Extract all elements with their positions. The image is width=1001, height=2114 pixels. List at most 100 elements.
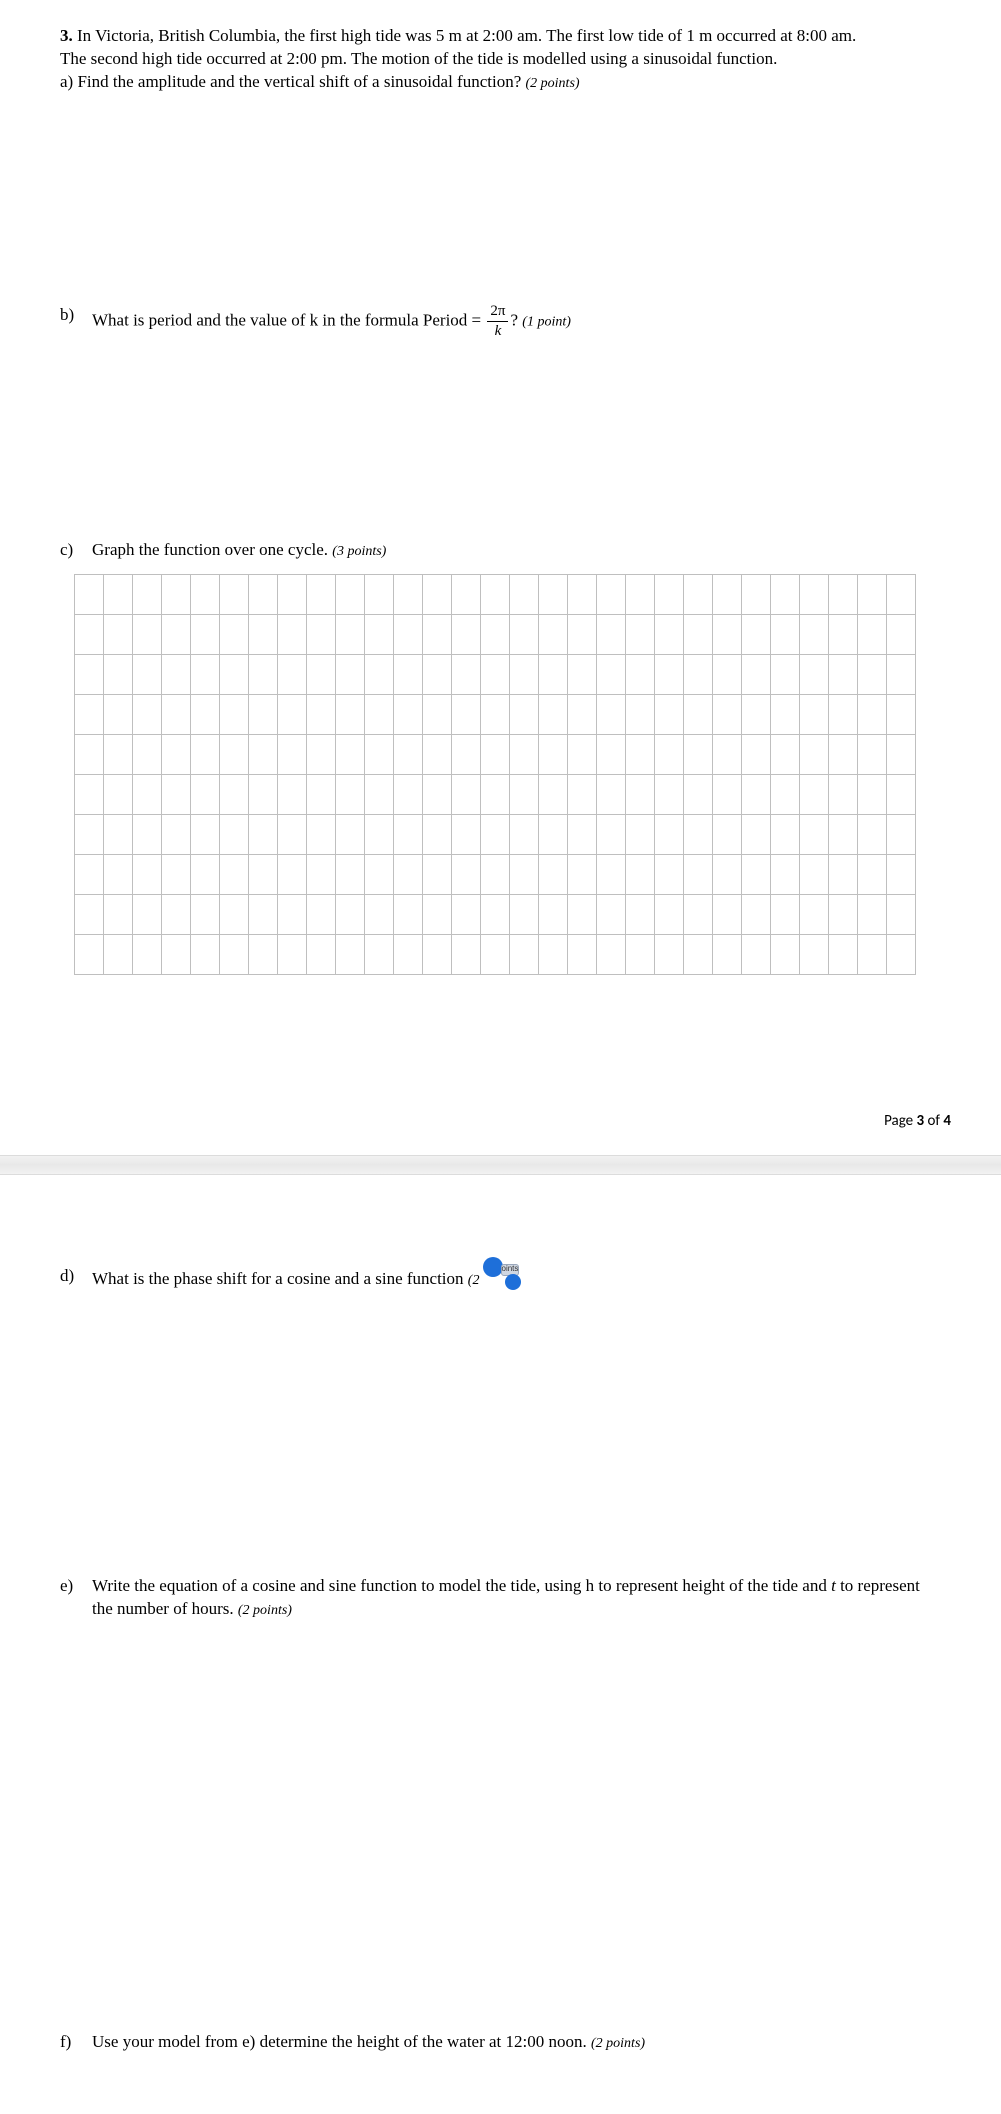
grid-cell <box>713 934 742 974</box>
grid-cell <box>220 614 249 654</box>
grid-cell <box>713 614 742 654</box>
grid-cell <box>75 694 104 734</box>
part-d-points-start: (2 <box>468 1273 483 1288</box>
grid-cell <box>829 814 858 854</box>
grid-cell <box>278 574 307 614</box>
grid-cell <box>858 774 887 814</box>
grid-cell <box>800 774 829 814</box>
grid-cell <box>510 734 539 774</box>
part-c-label: c) <box>60 539 92 562</box>
grid-cell <box>104 654 133 694</box>
grid-cell <box>394 774 423 814</box>
grid-cell <box>655 894 684 934</box>
part-e-text: Write the equation of a cosine and sine … <box>92 1576 920 1618</box>
grid-cell <box>452 734 481 774</box>
grid-cell <box>75 934 104 974</box>
grid-cell <box>423 734 452 774</box>
grid-cell <box>771 894 800 934</box>
grid-cell <box>655 694 684 734</box>
grid-cell <box>887 614 916 654</box>
grid-cell <box>539 894 568 934</box>
fraction-numerator: 2π <box>487 304 508 321</box>
grid-cell <box>684 774 713 814</box>
part-b-label: b) <box>60 304 92 327</box>
grid-cell <box>887 574 916 614</box>
bottom-space-page3 <box>60 975 941 1095</box>
grid-cell <box>133 774 162 814</box>
grid-cell <box>713 814 742 854</box>
grid-cell <box>75 574 104 614</box>
grid-cell <box>597 574 626 614</box>
grid-cell <box>452 854 481 894</box>
grid-cell <box>104 694 133 734</box>
grid-cell <box>365 894 394 934</box>
grid-cell <box>510 854 539 894</box>
grid-cell <box>394 854 423 894</box>
grid-cell <box>336 614 365 654</box>
grid-cell <box>829 854 858 894</box>
grid-cell <box>481 614 510 654</box>
page-3: 3. In Victoria, British Columbia, the fi… <box>0 0 1001 1155</box>
grid-cell <box>133 574 162 614</box>
grid-cell <box>336 654 365 694</box>
grid-cell <box>539 574 568 614</box>
grid-cell <box>75 854 104 894</box>
grid-cell <box>829 654 858 694</box>
grid-cell <box>800 934 829 974</box>
grid-cell <box>220 934 249 974</box>
grid-cell <box>249 574 278 614</box>
answer-space-b <box>60 339 941 539</box>
grid-cell <box>365 694 394 734</box>
grid-cell <box>249 734 278 774</box>
grid-cell <box>626 934 655 974</box>
grid-cell <box>829 734 858 774</box>
grid-cell <box>568 854 597 894</box>
grid-cell <box>800 654 829 694</box>
part-b-qmark: ? <box>510 310 518 329</box>
grid-cell <box>452 774 481 814</box>
part-e-label: e) <box>60 1575 92 1598</box>
grid-cell <box>539 734 568 774</box>
grid-cell <box>278 734 307 774</box>
grid-cell <box>510 654 539 694</box>
part-d-body: What is the phase shift for a cosine and… <box>92 1265 941 1295</box>
grid-cell <box>133 734 162 774</box>
grid-cell <box>336 774 365 814</box>
grid-cell <box>423 894 452 934</box>
grid-cell <box>104 614 133 654</box>
grid-cell <box>568 614 597 654</box>
grid-cell <box>336 694 365 734</box>
grid-cell <box>423 654 452 694</box>
part-b-points: (1 point) <box>522 314 571 329</box>
grid-cell <box>220 574 249 614</box>
grid-cell <box>307 854 336 894</box>
grid-cell <box>336 854 365 894</box>
grid-cell <box>249 694 278 734</box>
grid-cell <box>713 654 742 694</box>
grid-cell <box>307 934 336 974</box>
grid-cell <box>858 734 887 774</box>
grid-cell <box>481 934 510 974</box>
annotation-marker-icon[interactable]: oints <box>483 1265 527 1295</box>
grid-cell <box>568 694 597 734</box>
grid-cell <box>481 854 510 894</box>
grid-cell <box>162 894 191 934</box>
grid-cell <box>800 734 829 774</box>
grid-cell <box>133 654 162 694</box>
grid-cell <box>307 894 336 934</box>
grid-cell <box>655 614 684 654</box>
grid-cell <box>278 654 307 694</box>
grid-cell <box>191 614 220 654</box>
grid-cell <box>162 734 191 774</box>
grid-cell <box>568 574 597 614</box>
grid-cell <box>742 694 771 734</box>
grid-cell <box>684 574 713 614</box>
grid-cell <box>104 734 133 774</box>
page-current: 3 <box>917 1112 925 1130</box>
grid-cell <box>742 774 771 814</box>
grid-cell <box>249 614 278 654</box>
grid-cell <box>423 774 452 814</box>
grid-cell <box>597 854 626 894</box>
part-d-text: What is the phase shift for a cosine and… <box>92 1269 464 1288</box>
grid-cell <box>481 694 510 734</box>
